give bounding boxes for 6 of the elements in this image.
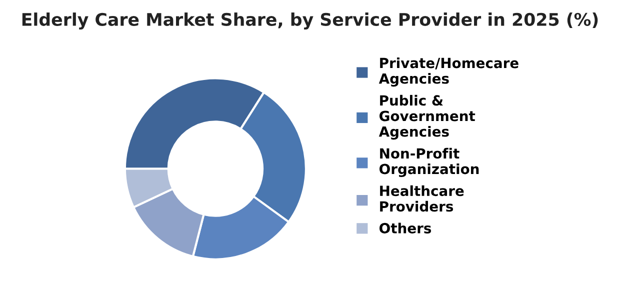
legend-label: Private/Homecare Agencies — [378, 58, 518, 87]
legend-label: Others — [380, 222, 432, 234]
legend-label: Non-Profit Organization — [380, 148, 479, 178]
legend-label: Public & Government Agencies — [378, 94, 476, 140]
chart-title: Elderly Care Market Share, by Service Provider in 2025 (%) — [22, 12, 598, 30]
legend-label: Healthcare Providers — [380, 185, 464, 212]
